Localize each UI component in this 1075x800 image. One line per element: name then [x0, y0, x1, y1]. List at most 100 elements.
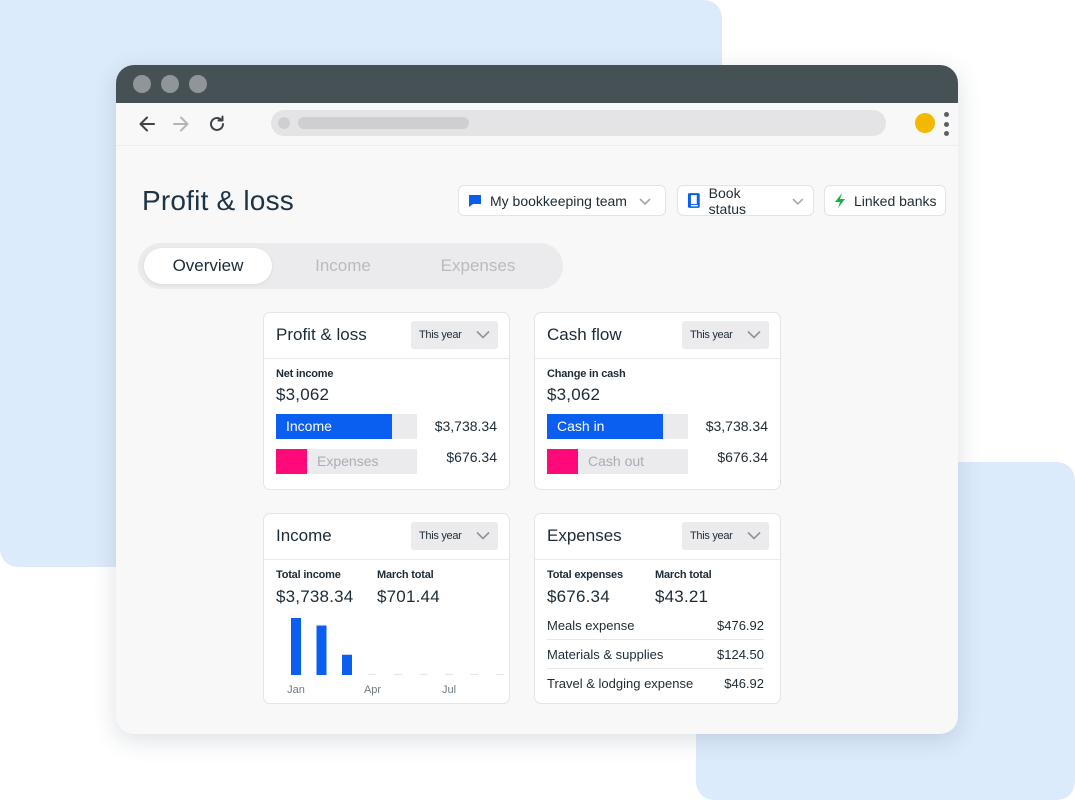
period-select[interactable]: This year: [682, 321, 769, 349]
period-select[interactable]: This year: [682, 522, 769, 550]
arrow-right-icon: [173, 116, 189, 132]
expenses-card: Expenses This year Total expenses $676.3…: [534, 513, 781, 704]
reload-button[interactable]: [205, 112, 229, 136]
change-in-cash-label: Change in cash: [547, 368, 626, 380]
period-select[interactable]: This year: [411, 522, 498, 550]
expenses-bar-label: Expenses: [317, 453, 379, 469]
card-title: Profit & loss: [276, 325, 367, 344]
x-tick-label: Jan: [287, 684, 305, 696]
tab-overview[interactable]: Overview: [144, 248, 272, 284]
card-title: Expenses: [547, 526, 622, 545]
total-expenses-label: Total expenses: [547, 569, 623, 581]
income-amount: $3,738.34: [434, 418, 497, 434]
page-title: Profit & loss: [142, 185, 294, 216]
forward-button[interactable]: [169, 112, 193, 136]
arrow-left-icon: [139, 116, 155, 132]
book-status-label: Book status: [708, 184, 747, 217]
expense-row[interactable]: Travel & lodging expense $46.92: [547, 669, 764, 698]
browser-menu-icon[interactable]: [943, 112, 949, 136]
expense-amount: $476.92: [717, 618, 764, 633]
chevron-down-icon: [792, 197, 804, 205]
cash-in-bar-fill: [547, 414, 663, 439]
x-tick-label: Jul: [442, 684, 456, 696]
expense-amount: $46.92: [724, 676, 764, 691]
period-label: This year: [690, 329, 733, 341]
window-maximize-dot[interactable]: [189, 75, 207, 93]
chevron-down-icon: [476, 330, 490, 339]
cash-out-bar-fill: [547, 449, 579, 474]
card-header: Expenses This year: [535, 514, 780, 560]
site-info-icon: [278, 117, 290, 129]
total-expenses-value: $676.34: [547, 587, 610, 606]
march-total-value: $701.44: [377, 587, 440, 606]
period-label: This year: [690, 530, 733, 542]
cash-in-bar-label: Cash in: [557, 418, 605, 434]
browser-window: Profit & loss My bookkeeping team Book s…: [116, 65, 958, 734]
cash-flow-card: Cash flow This year Change in cash $3,06…: [534, 312, 781, 490]
march-total-value: $43.21: [655, 587, 709, 606]
cash-out-bar: Cash out: [547, 449, 688, 474]
income-bar: Income: [276, 414, 417, 439]
expenses-amount: $676.34: [446, 449, 497, 465]
book-icon: [687, 193, 700, 208]
expense-name: Materials & supplies: [547, 647, 664, 662]
profile-icon[interactable]: [915, 113, 935, 133]
expense-name: Travel & lodging expense: [547, 676, 694, 691]
window-close-dot[interactable]: [133, 75, 151, 93]
total-income-value: $3,738.34: [276, 587, 354, 606]
period-select[interactable]: This year: [411, 321, 498, 349]
cash-in-bar: Cash in: [547, 414, 688, 439]
chevron-down-icon: [476, 531, 490, 540]
linked-banks-button[interactable]: Linked banks: [824, 185, 946, 216]
net-income-label: Net income: [276, 368, 334, 380]
linked-banks-label: Linked banks: [854, 192, 937, 209]
march-total-label: March total: [377, 569, 434, 581]
back-button[interactable]: [135, 112, 159, 136]
view-tabs: Overview Income Expenses: [138, 243, 563, 289]
expense-row[interactable]: Meals expense $476.92: [547, 611, 764, 640]
income-card: Income This year Total income $3,738.34 …: [263, 513, 510, 704]
expense-row[interactable]: Materials & supplies $124.50: [547, 640, 764, 669]
income-bar-chart: JanAprJulOct: [287, 618, 504, 696]
x-tick-label: Apr: [364, 684, 381, 696]
card-title: Cash flow: [547, 325, 622, 344]
change-in-cash-value: $3,062: [547, 385, 601, 404]
total-income-label: Total income: [276, 569, 341, 581]
card-header: Profit & loss This year: [264, 313, 509, 359]
chart-bar-mar: [342, 654, 352, 675]
bookkeeping-team-label: My bookkeeping team: [490, 192, 627, 209]
income-bar-fill: [276, 414, 392, 439]
income-bar-label: Income: [286, 418, 332, 434]
chart-bar-feb: [316, 625, 327, 675]
browser-title-bar: [116, 65, 958, 103]
card-title: Income: [276, 526, 332, 545]
chart-bar-jan: [291, 618, 301, 675]
tab-income[interactable]: Income: [315, 256, 371, 275]
cash-out-bar-label: Cash out: [588, 453, 645, 469]
cash-out-amount: $676.34: [717, 449, 768, 465]
card-header: Cash flow This year: [535, 313, 780, 359]
tab-expenses[interactable]: Expenses: [440, 256, 516, 275]
card-header: Income This year: [264, 514, 509, 560]
bookkeeping-team-button[interactable]: My bookkeeping team: [458, 185, 666, 216]
expense-name: Meals expense: [547, 618, 635, 633]
reload-icon: [210, 115, 224, 131]
expenses-bar-fill: [276, 449, 308, 474]
expense-amount: $124.50: [717, 647, 764, 662]
address-text-placeholder: [298, 117, 469, 129]
period-label: This year: [419, 329, 462, 341]
address-bar[interactable]: [271, 110, 886, 136]
period-label: This year: [419, 530, 462, 542]
chevron-down-icon: [639, 197, 651, 205]
march-total-label: March total: [655, 569, 712, 581]
lightning-icon: [835, 193, 845, 208]
chevron-down-icon: [747, 330, 761, 339]
chevron-down-icon: [747, 531, 761, 540]
book-status-button[interactable]: Book status: [677, 184, 814, 217]
cash-in-amount: $3,738.34: [705, 418, 768, 434]
chat-icon: [469, 194, 481, 207]
profit-loss-card: Profit & loss This year Net income $3,06…: [263, 312, 510, 490]
net-income-value: $3,062: [276, 385, 330, 404]
window-minimize-dot[interactable]: [161, 75, 179, 93]
browser-toolbar: [116, 103, 958, 146]
